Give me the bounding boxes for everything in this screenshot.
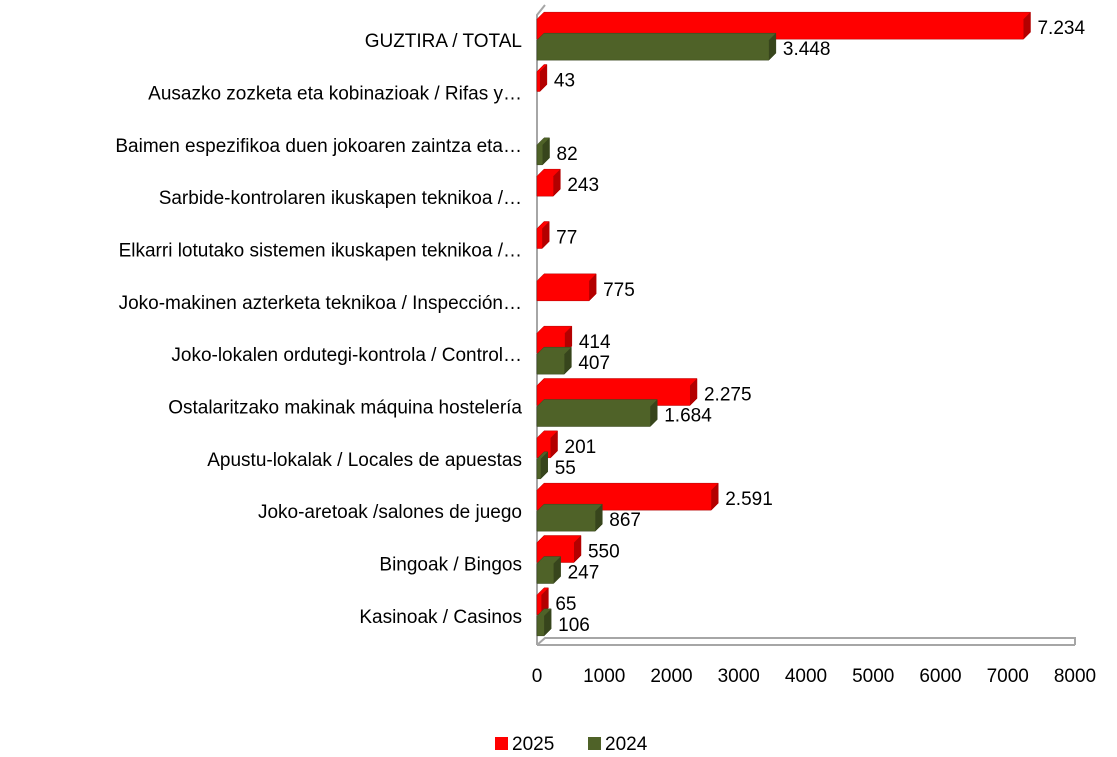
bar-side xyxy=(542,137,550,165)
x-tick-label: 7000 xyxy=(987,666,1029,687)
x-tick-label: 5000 xyxy=(852,666,894,687)
bar xyxy=(536,399,658,427)
legend-label: 2024 xyxy=(605,734,648,755)
bar xyxy=(536,378,698,406)
value-label: 201 xyxy=(565,437,597,458)
x-tick-label: 0 xyxy=(532,666,543,687)
bar-side xyxy=(542,221,550,249)
bar xyxy=(536,503,603,532)
bar-side xyxy=(544,608,552,636)
value-label: 77 xyxy=(556,228,577,249)
x-tick-label: 4000 xyxy=(785,666,827,687)
bar-side xyxy=(541,587,549,615)
y-tick-label: Ausazko zozketa eta kobinazioak / Rifas … xyxy=(148,84,522,105)
x-tick-label: 6000 xyxy=(919,666,961,687)
y-tick-label: Sarbide-kontrolaren ikuskapen teknikoa /… xyxy=(159,188,522,209)
value-label: 65 xyxy=(555,594,576,615)
y-tick-label: Joko-aretoak /salones de juego xyxy=(258,502,522,523)
value-label: 1.684 xyxy=(664,406,712,427)
value-label: 2.275 xyxy=(704,385,752,406)
value-label: 867 xyxy=(609,510,641,531)
y-tick-label: Baimen espezifikoa duen jokoaren zaintza… xyxy=(115,136,522,157)
bar xyxy=(536,32,777,61)
value-label: 3.448 xyxy=(783,39,831,60)
value-label: 2.591 xyxy=(725,489,773,510)
bar-side xyxy=(539,64,547,92)
bar-side xyxy=(564,347,572,375)
bar-side xyxy=(650,399,658,427)
value-label: 43 xyxy=(554,71,575,92)
wall xyxy=(536,4,546,645)
x-tick-label: 1000 xyxy=(583,666,625,687)
value-label: 82 xyxy=(557,144,578,165)
y-tick-label: Apustu-lokalak / Locales de apuestas xyxy=(207,450,522,471)
value-label: 775 xyxy=(603,280,635,301)
bar-side xyxy=(553,556,561,584)
bar xyxy=(536,482,719,511)
bar xyxy=(536,346,572,375)
x-tick-label: 2000 xyxy=(650,666,692,687)
legend-label: 2025 xyxy=(512,734,554,755)
value-label: 407 xyxy=(578,353,610,374)
bar xyxy=(536,11,1031,40)
value-label: 247 xyxy=(568,563,600,584)
bar-side xyxy=(540,451,548,479)
bar-side xyxy=(711,483,719,511)
legend-swatch xyxy=(588,737,601,750)
value-label: 243 xyxy=(567,175,599,196)
bar-side xyxy=(1023,12,1031,40)
y-tick-label: Joko-lokalen ordutegi-kontrola / Control… xyxy=(171,345,522,366)
bar-side xyxy=(768,33,776,61)
bar-side xyxy=(589,273,597,301)
y-tick-label: Joko-makinen azterketa teknikoa / Inspec… xyxy=(119,293,522,314)
bar-side xyxy=(553,169,561,197)
legend-swatch xyxy=(495,737,508,750)
bar-side xyxy=(595,504,603,532)
bar xyxy=(536,273,597,302)
value-label: 7.234 xyxy=(1037,18,1085,39)
bar-side xyxy=(573,535,581,563)
bar-side xyxy=(689,378,697,406)
bar-side xyxy=(564,326,572,354)
y-tick-label: Elkarri lotutako sistemen ikuskapen tekn… xyxy=(119,241,522,262)
value-label: 550 xyxy=(588,542,620,563)
bar-side xyxy=(550,430,558,458)
value-label: 106 xyxy=(558,615,590,636)
y-tick-label: Bingoak / Bingos xyxy=(379,555,522,576)
y-tick-label: Kasinoak / Casinos xyxy=(359,607,522,628)
x-tick-label: 8000 xyxy=(1054,666,1096,687)
y-tick-label: Ostalaritzako makinak máquina hostelería xyxy=(168,398,522,419)
value-label: 414 xyxy=(579,332,611,353)
value-label: 55 xyxy=(555,458,576,479)
x-tick-label: 3000 xyxy=(718,666,760,687)
floor xyxy=(536,637,1076,646)
y-tick-label: GUZTIRA / TOTAL xyxy=(365,31,522,52)
